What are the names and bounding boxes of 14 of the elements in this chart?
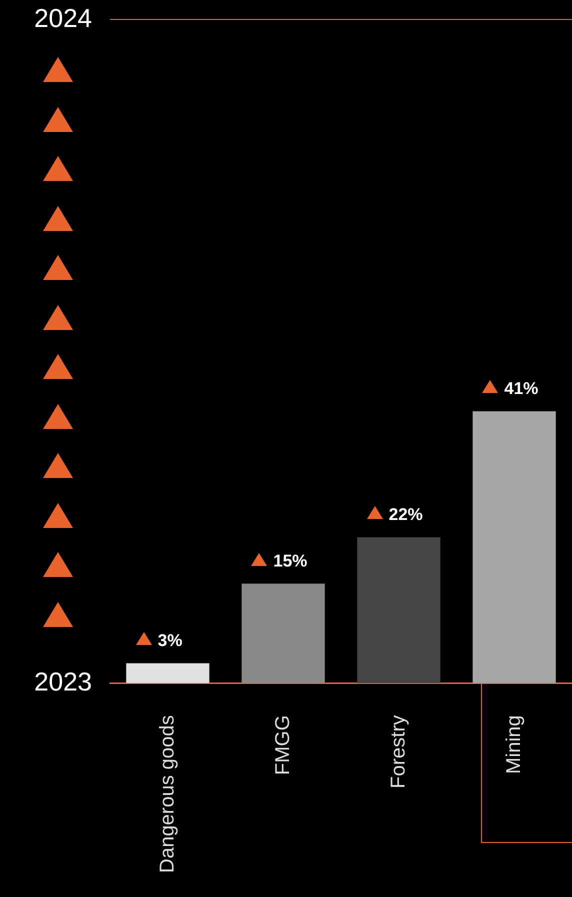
x-tick-label: Forestry [387, 715, 410, 788]
bar [126, 663, 210, 684]
x-tick-label: FMGG [272, 715, 294, 776]
data-label: 3% [158, 630, 182, 650]
data-label: 41% [504, 378, 538, 398]
bar [242, 584, 325, 684]
bar [472, 411, 556, 684]
bar [357, 537, 440, 684]
text: 2023 [34, 666, 92, 696]
data-label: 22% [388, 504, 423, 524]
text: 2024 [34, 3, 92, 34]
data-label: 15% [273, 551, 308, 570]
x-tick-label: Dangerous goods [156, 715, 178, 873]
x-tick-label: Mining [502, 715, 525, 774]
